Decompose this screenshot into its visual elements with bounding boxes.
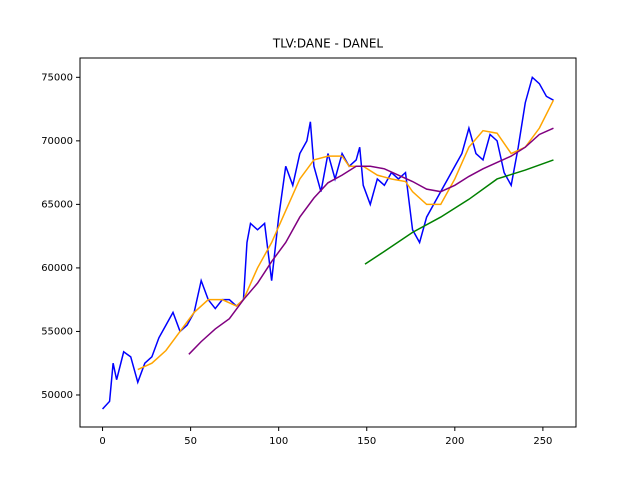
- series-line: [364, 159, 554, 265]
- y-tick-label: 60000: [41, 263, 73, 274]
- series-line: [188, 127, 554, 355]
- x-tick-label: 50: [184, 436, 197, 447]
- x-tick-label: 100: [269, 436, 288, 447]
- y-tick-label: 65000: [41, 199, 73, 210]
- x-tick-label: 150: [357, 436, 376, 447]
- x-tick-label: 200: [445, 436, 464, 447]
- chart-title: TLV:DANE - DANEL: [272, 37, 384, 51]
- series-line: [137, 99, 555, 371]
- y-tick-label: 70000: [41, 136, 73, 147]
- x-tick-label: 0: [99, 436, 105, 447]
- y-tick-label: 55000: [41, 326, 73, 337]
- series-line: [101, 75, 554, 410]
- y-tick-label: 50000: [41, 390, 73, 401]
- plot-frame: [79, 57, 577, 428]
- x-tick-label: 250: [533, 436, 552, 447]
- y-tick-label: 75000: [41, 72, 73, 83]
